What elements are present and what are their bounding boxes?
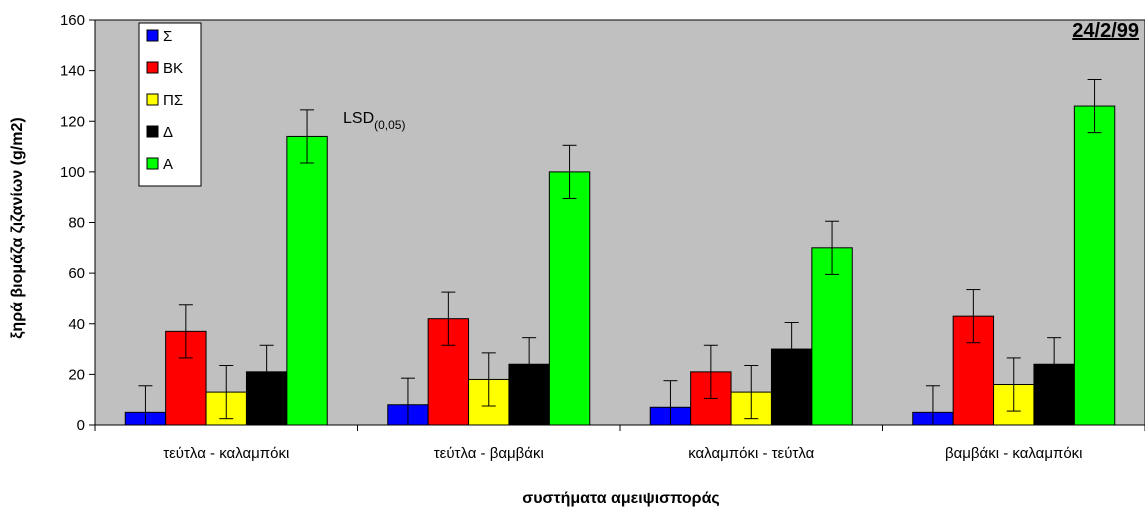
x-tick-label: καλαμπόκι - τεύτλα [688,445,814,462]
y-tick-label: 40 [68,316,85,333]
legend-swatch [146,29,159,42]
error-bars [138,78,1102,426]
legend-swatch [146,93,159,106]
y-tick-label: 160 [60,12,85,29]
legend-label: ΠΣ [163,92,183,109]
lsd-main-text: LSD [343,110,374,127]
y-tick-label: 20 [68,366,85,383]
y-axis-title: ξηρά βιομάζα ζιζανίων (g/m2) [9,117,26,338]
x-tick-label: τεύτλα - βαμβάκι [434,445,544,462]
legend-label: Δ [163,124,173,141]
lsd-annotation: LSD(0,05) [343,110,405,132]
legend-swatch [146,157,159,170]
y-tick-label: 140 [60,63,85,80]
y-tick-label: 0 [77,417,85,434]
legend-label: ΒΚ [163,60,183,77]
y-tick-label: 100 [60,164,85,181]
lsd-subscript-text: (0,05) [374,118,405,132]
date-label: 24/2/99 [1072,20,1139,42]
x-tick-label: βαμβάκι - καλαμπόκι [945,445,1083,462]
legend-label: Α [163,156,173,173]
bar [286,135,328,426]
legend: Σ ΒΚ ΠΣ ΔΑ [138,22,202,187]
y-tick-label: 60 [68,265,85,282]
x-axis-title: συστήματα αμειψισποράς [522,490,719,507]
legend-label: Σ [163,28,172,45]
y-tick-label: 80 [68,215,85,232]
bar [811,247,853,426]
bar [1073,105,1116,426]
y-axis: 0 20 40 60 80 100 120 140 160 [60,12,96,434]
bar [165,330,207,426]
x-axis: τεύτλα - καλαμπόκι τεύτλα - βαμβάκι καλαμπ… [94,425,1145,462]
x-tick-label: τεύτλα - καλαμπόκι [163,445,289,462]
y-tick-label: 120 [60,113,85,130]
bar [548,171,591,426]
legend-swatch [146,125,159,138]
legend-swatch [146,61,159,74]
bars [124,105,1116,426]
